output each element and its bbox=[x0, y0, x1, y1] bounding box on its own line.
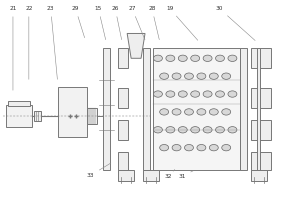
Ellipse shape bbox=[172, 144, 181, 151]
Ellipse shape bbox=[209, 73, 218, 79]
Bar bbox=[58, 87, 87, 137]
Bar bbox=[251, 48, 271, 68]
Bar bbox=[251, 120, 271, 140]
Bar bbox=[8, 101, 30, 106]
Text: 30: 30 bbox=[216, 6, 255, 41]
Ellipse shape bbox=[154, 91, 162, 97]
Ellipse shape bbox=[197, 109, 206, 115]
Ellipse shape bbox=[222, 144, 231, 151]
Bar bbox=[118, 48, 128, 68]
Text: 21: 21 bbox=[9, 6, 16, 90]
Text: 33: 33 bbox=[87, 163, 111, 178]
Ellipse shape bbox=[160, 144, 169, 151]
Ellipse shape bbox=[203, 55, 212, 61]
Ellipse shape bbox=[184, 144, 194, 151]
Bar bbox=[251, 152, 271, 170]
Bar bbox=[118, 152, 128, 170]
Polygon shape bbox=[127, 33, 145, 58]
Text: 23: 23 bbox=[47, 6, 57, 79]
Bar bbox=[240, 48, 247, 170]
Text: 29: 29 bbox=[72, 6, 85, 38]
Ellipse shape bbox=[166, 127, 175, 133]
Ellipse shape bbox=[222, 109, 231, 115]
Ellipse shape bbox=[160, 109, 169, 115]
Text: 28: 28 bbox=[148, 6, 159, 40]
Ellipse shape bbox=[191, 127, 200, 133]
Ellipse shape bbox=[160, 73, 169, 79]
Ellipse shape bbox=[203, 127, 212, 133]
Bar bbox=[103, 48, 110, 170]
Text: 22: 22 bbox=[25, 6, 33, 79]
Bar bbox=[251, 88, 271, 108]
Ellipse shape bbox=[228, 91, 237, 97]
Ellipse shape bbox=[184, 109, 194, 115]
Bar bbox=[34, 111, 41, 121]
Ellipse shape bbox=[154, 55, 162, 61]
Ellipse shape bbox=[197, 73, 206, 79]
Ellipse shape bbox=[178, 55, 187, 61]
Bar bbox=[143, 48, 150, 170]
Ellipse shape bbox=[166, 55, 175, 61]
Bar bbox=[143, 170, 159, 181]
Ellipse shape bbox=[178, 91, 187, 97]
Text: 27: 27 bbox=[128, 6, 145, 40]
Text: 31: 31 bbox=[178, 171, 193, 179]
Ellipse shape bbox=[154, 127, 162, 133]
Bar bbox=[87, 108, 98, 124]
Ellipse shape bbox=[215, 55, 224, 61]
Ellipse shape bbox=[184, 73, 194, 79]
Text: 26: 26 bbox=[112, 6, 122, 40]
Ellipse shape bbox=[191, 55, 200, 61]
Ellipse shape bbox=[228, 127, 237, 133]
Bar bbox=[118, 88, 128, 108]
Ellipse shape bbox=[209, 109, 218, 115]
Ellipse shape bbox=[228, 55, 237, 61]
Bar bbox=[6, 105, 32, 127]
Bar bbox=[251, 170, 267, 181]
Ellipse shape bbox=[166, 91, 175, 97]
Ellipse shape bbox=[203, 91, 212, 97]
Text: 15: 15 bbox=[95, 6, 106, 40]
Bar bbox=[153, 48, 240, 170]
Ellipse shape bbox=[215, 127, 224, 133]
Bar bbox=[118, 120, 128, 140]
Bar bbox=[257, 48, 260, 170]
Ellipse shape bbox=[172, 73, 181, 79]
Ellipse shape bbox=[191, 91, 200, 97]
Ellipse shape bbox=[178, 127, 187, 133]
Text: 32: 32 bbox=[164, 170, 175, 179]
Text: 19: 19 bbox=[166, 6, 198, 40]
Bar bbox=[118, 170, 134, 181]
Ellipse shape bbox=[209, 144, 218, 151]
Ellipse shape bbox=[172, 109, 181, 115]
Ellipse shape bbox=[197, 144, 206, 151]
Ellipse shape bbox=[215, 91, 224, 97]
Ellipse shape bbox=[222, 73, 231, 79]
